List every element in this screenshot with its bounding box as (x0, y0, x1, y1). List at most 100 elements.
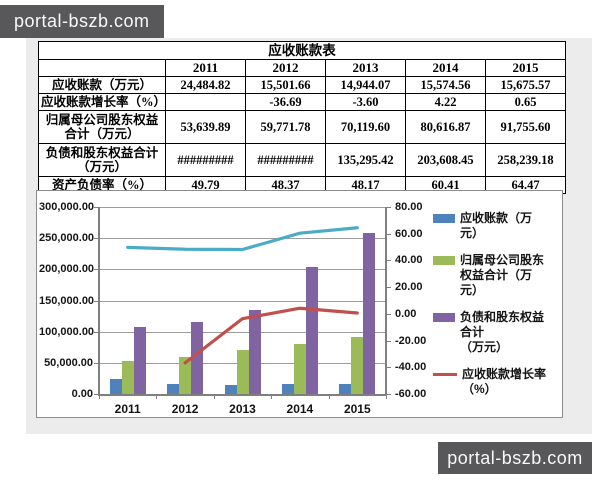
table-cell: 80,616.87 (405, 110, 486, 144)
y-axis-left-tick (94, 300, 99, 302)
y-axis-left-label: 150,000.00 (39, 294, 95, 307)
y-axis-right-label: -60.00 (395, 388, 427, 400)
gridline (99, 207, 386, 208)
table-cell: 91,755.60 (484, 110, 567, 144)
receivables-table: 应收账款表 2011 2012 2013 2014 2015 应收账款（万元） … (37, 41, 567, 194)
row-label: 资产负债率（%） (38, 176, 166, 194)
parent-equity-series-swatch (433, 256, 455, 265)
y-axis-right-tick (386, 207, 391, 208)
row-label: 应收账款增长率（%） (38, 93, 166, 111)
table-cell: 4.22 (405, 93, 486, 111)
table-cell: ######### (165, 143, 246, 177)
watermark-bottom-text: portal-bszb.com (447, 447, 583, 468)
line-receivables-growth-rate (183, 306, 359, 365)
watermark-bottom: portal-bszb.com (438, 442, 592, 474)
table-cell: 60.41 (405, 176, 486, 194)
growth-rate-series-swatch (433, 373, 457, 376)
y-axis-left-tick (94, 394, 99, 395)
y-axis-left-label: 50,000.00 (44, 356, 93, 369)
table-row: 归属母公司股东权益合计（万元） 53,639.89 59,771.78 70,1… (38, 110, 567, 144)
y-axis-right-tick (386, 260, 391, 262)
legend-label: 应收账款（万 元） (460, 211, 533, 240)
x-axis-label: 2015 (343, 402, 371, 416)
bar-liabilities-equity (133, 327, 146, 394)
y-axis-left-label: 300,000.00 (39, 201, 95, 213)
table-cell: 15,501.66 (245, 76, 326, 94)
table-cell: ######### (245, 143, 326, 177)
row-label: 负债和股东权益合计（万元） (38, 143, 166, 177)
gridline (99, 300, 386, 302)
liabilities-equity-series-swatch (433, 313, 455, 322)
x-axis-tick (156, 394, 158, 399)
y-axis-right-label: 0.00 (395, 307, 417, 320)
legend-label: 归属母公司股东 权益合计（万 元） (460, 253, 545, 297)
row-label: 归属母公司股东权益合计（万元） (38, 110, 166, 144)
y-axis-right-tick (386, 340, 391, 342)
table-cell: 135,295.42 (325, 143, 406, 177)
x-axis-label: 2013 (229, 402, 256, 416)
bar-parent-equity (236, 350, 249, 394)
year-header: 2014 (405, 59, 486, 77)
y-axis-left-tick (94, 331, 99, 333)
year-header: 2012 (245, 59, 326, 77)
legend-label: 负债和股东权益 合计 （万元） (460, 310, 545, 354)
chart-legend: 应收账款（万 元） 归属母公司股东 权益合计（万 元） 负债和股东权益 合计 （… (433, 211, 561, 397)
y-axis-left-label: 100,000.00 (39, 325, 95, 338)
bar-receivables (167, 384, 180, 394)
bar-parent-equity (179, 356, 192, 394)
table-cell: 0.65 (484, 93, 567, 111)
table-header-row: 2011 2012 2013 2014 2015 (38, 59, 567, 77)
x-axis-line (98, 394, 387, 396)
y-axis-left-label: 200,000.00 (39, 263, 95, 276)
table-cell: 53,639.89 (165, 110, 246, 144)
y-axis-left-tick (94, 207, 99, 208)
year-header: 2011 (165, 59, 246, 77)
year-header: 2013 (325, 59, 406, 77)
y-axis-right-tick (386, 233, 391, 235)
y-axis-left-label: 250,000.00 (39, 232, 95, 245)
year-header: 2015 (484, 59, 567, 77)
table-cell: 70,119.60 (325, 110, 406, 144)
legend-item-parent-equity: 归属母公司股东 权益合计（万 元） (433, 253, 561, 298)
y-axis-right-label: 20.00 (395, 281, 423, 294)
legend-label: 应收账款增长率 （%） (462, 367, 547, 396)
table-row: 负债和股东权益合计（万元） ######### ######### 135,29… (38, 143, 567, 177)
x-axis-label: 2012 (171, 402, 199, 416)
table-cell: -36.69 (245, 93, 326, 111)
bar-receivables (281, 384, 294, 394)
y-axis-left-tick (94, 238, 99, 240)
table-cell: 203,608.45 (405, 143, 486, 177)
bar-receivables (224, 384, 237, 394)
gridline (99, 238, 386, 240)
x-axis-tick (386, 394, 387, 399)
x-axis-tick (328, 394, 330, 399)
bar-parent-equity (351, 336, 364, 394)
bar-liabilities-equity (305, 267, 318, 394)
x-axis-tick (271, 394, 273, 399)
bar-liabilities-equity (363, 233, 376, 394)
legend-item-receivables: 应收账款（万 元） (433, 211, 561, 241)
receivables-series-swatch (433, 214, 455, 223)
y-axis-left-tick (94, 362, 99, 364)
y-axis-right-tick (386, 394, 391, 395)
y-axis-right-tick (386, 287, 391, 289)
bar-receivables (109, 378, 122, 394)
table-title-row: 应收账款表 (37, 41, 567, 60)
table-title: 应收账款表 (37, 41, 567, 60)
table-row: 应收账款增长率（%） -36.69 -3.60 4.22 0.65 (38, 93, 567, 111)
watermark-top-text: portal-bszb.com (14, 11, 150, 31)
y-axis-right-tick (386, 313, 391, 315)
y-axis-left-line (98, 207, 100, 395)
table-row: 应收账款（万元） 24,484.82 15,501.66 14,944.07 1… (38, 76, 567, 94)
table-cell (165, 93, 246, 111)
combo-chart: 300,000.00 250,000.00 200,000.00 150,000.00… (36, 190, 563, 418)
table-cell: -3.60 (325, 93, 406, 111)
x-axis-tick (99, 394, 100, 399)
legend-item-growth-rate: 应收账款增长率 （%） (433, 367, 561, 397)
table-cell: 15,675.57 (484, 76, 567, 94)
y-axis-right-tick (386, 367, 391, 369)
table-row: 资产负债率（%） 49.79 48.37 48.17 60.41 64.47 (38, 176, 567, 194)
bar-parent-equity (121, 360, 134, 394)
x-axis-tick (213, 394, 215, 399)
